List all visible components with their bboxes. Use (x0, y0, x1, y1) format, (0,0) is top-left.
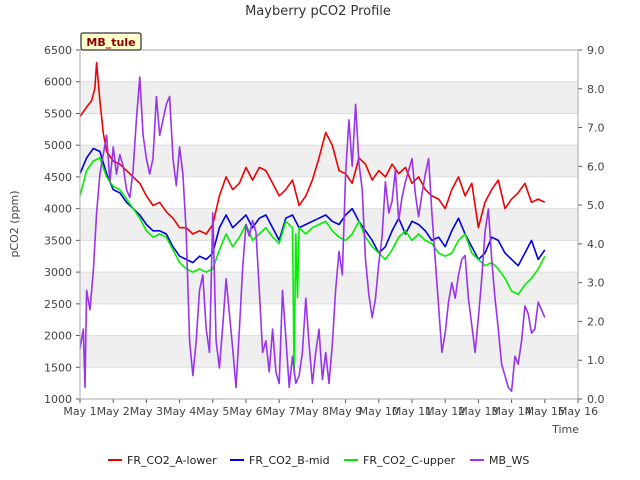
y-tick-label: 1500 (44, 361, 72, 374)
y-tick-label: 5500 (44, 107, 72, 120)
legend-entry: FR_CO2_B-mid (249, 454, 330, 467)
legend-entry: FR_CO2_C-upper (363, 454, 456, 467)
series-line-fr-co2-a-lower (79, 61, 546, 235)
y-tick-label: 4500 (44, 171, 72, 184)
x-tick-label: May 16 (558, 405, 598, 418)
x-tick-label: May 12 (425, 405, 465, 418)
y2-tick-label: 9.0 (587, 44, 605, 57)
x-tick-label: May 9 (329, 405, 362, 418)
series-line-mb-ws (79, 76, 546, 393)
series-line-fr-co2-c-upper (79, 157, 546, 375)
y-tick-label: 2500 (44, 298, 72, 311)
station-label: MB_tule (86, 36, 135, 49)
x-tick-label: May 11 (392, 405, 432, 418)
x-tick-label: May 3 (130, 405, 163, 418)
y-tick-label: 6000 (44, 76, 72, 89)
background-band (80, 303, 578, 336)
y-tick-label: 3500 (44, 234, 72, 247)
background-band (80, 240, 578, 273)
y2-tick-label: 7.0 (587, 122, 605, 135)
y-tick-label: 5000 (44, 139, 72, 152)
station-label-box: MB_tule (80, 32, 142, 51)
background-band (80, 81, 578, 114)
x-tick-label: May 5 (196, 405, 229, 418)
x-tick-label: May 4 (163, 405, 196, 418)
y-tick-label: 1000 (44, 393, 72, 406)
background-band (80, 145, 578, 177)
y-tick-label: 6500 (44, 44, 72, 57)
y2-tick-label: 6.0 (587, 160, 605, 173)
x-tick-label: May 6 (229, 405, 262, 418)
x-tick-label: May 13 (458, 405, 498, 418)
y-tick-label: 3000 (44, 266, 72, 279)
y2-tick-label: 8.0 (587, 83, 605, 96)
y2-tick-label: 3.0 (587, 277, 605, 290)
x-axis-label: Time (551, 423, 579, 436)
legend-entry: MB_WS (489, 454, 529, 467)
background-band (80, 50, 578, 82)
y-tick-label: 2000 (44, 330, 72, 343)
y2-tick-label: 5.0 (587, 199, 605, 212)
y2-tick-label: 1.0 (587, 354, 605, 367)
background-band (80, 176, 578, 209)
x-tick-label: May 1 (63, 405, 96, 418)
y-tick-label: 4000 (44, 203, 72, 216)
x-tick-label: May 10 (359, 405, 399, 418)
plot-frame (79, 49, 579, 400)
chart-title: Mayberry pCO2 Profile (245, 4, 391, 19)
legend-entry: FR_CO2_A-lower (127, 454, 217, 467)
x-tick-label: May 15 (525, 405, 565, 418)
y-axis-label: pCO2 (ppm) (8, 190, 21, 257)
x-tick-label: May 8 (296, 405, 329, 418)
background-band (80, 335, 578, 368)
x-tick-label: May 2 (97, 405, 130, 418)
x-tick-label: May 7 (263, 405, 296, 418)
y2-tick-label: 4.0 (587, 238, 605, 251)
y2-tick-label: 2.0 (587, 315, 605, 328)
x-tick-label: May 14 (491, 405, 531, 418)
y2-tick-label: 0.0 (587, 393, 605, 406)
